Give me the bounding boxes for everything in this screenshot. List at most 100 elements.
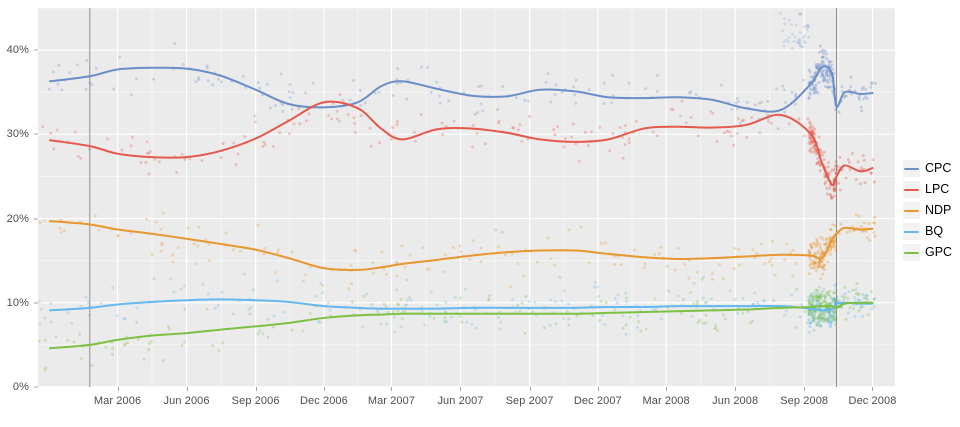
- poll-point: [728, 130, 732, 134]
- poll-point: [599, 241, 603, 245]
- poll-point: [815, 65, 819, 69]
- poll-point: [303, 273, 307, 277]
- poll-point: [687, 276, 691, 280]
- poll-point: [39, 308, 43, 312]
- poll-point: [813, 312, 817, 316]
- poll-point: [814, 288, 818, 292]
- poll-point: [828, 186, 832, 190]
- poll-point: [817, 295, 821, 299]
- poll-point: [349, 263, 353, 267]
- poll-point: [266, 335, 270, 339]
- poll-point: [616, 293, 620, 297]
- poll-point: [196, 244, 200, 248]
- poll-point: [825, 73, 829, 77]
- poll-point: [811, 125, 815, 129]
- poll-point: [565, 309, 569, 313]
- poll-point: [809, 292, 813, 296]
- poll-point: [812, 143, 816, 147]
- poll-point: [406, 78, 410, 82]
- poll-point: [807, 95, 811, 99]
- poll-point: [770, 239, 774, 243]
- poll-point: [811, 132, 815, 136]
- poll-point: [412, 130, 416, 134]
- trend-line-ndp[interactable]: [49, 220, 874, 272]
- poll-point: [812, 91, 816, 95]
- poll-point: [807, 318, 811, 322]
- poll-point: [148, 342, 152, 346]
- poll-point: [807, 141, 811, 145]
- poll-point: [872, 230, 876, 234]
- poll-point: [389, 137, 393, 141]
- poll-point: [192, 242, 196, 246]
- poll-point: [808, 87, 812, 91]
- poll-point: [865, 96, 869, 100]
- poll-point: [818, 163, 822, 167]
- poll-point: [869, 171, 873, 175]
- legend-item-bq[interactable]: BQ: [903, 221, 960, 242]
- poll-point: [157, 160, 161, 164]
- poll-point: [676, 294, 680, 298]
- poll-point: [288, 132, 292, 136]
- poll-point: [523, 331, 527, 335]
- poll-point: [809, 147, 813, 151]
- poll-point: [321, 284, 325, 288]
- legend-item-ndp[interactable]: NDP: [903, 200, 960, 221]
- poll-point: [621, 314, 625, 318]
- poll-point: [832, 186, 836, 190]
- poll-point: [826, 318, 830, 322]
- poll-point: [704, 321, 708, 325]
- poll-point: [816, 295, 820, 299]
- poll-point: [822, 317, 826, 321]
- poll-point: [186, 226, 190, 230]
- poll-point: [639, 329, 643, 333]
- poll-point: [807, 134, 811, 138]
- poll-point: [857, 214, 861, 218]
- trend-line-gpc[interactable]: [49, 301, 874, 350]
- x-tick-label: Mar 2007: [367, 395, 416, 407]
- y-tick-mark: [34, 133, 38, 135]
- poll-point: [603, 241, 607, 245]
- poll-point: [811, 299, 815, 303]
- poll-point: [352, 78, 356, 82]
- poll-point: [522, 274, 526, 278]
- poll-point: [810, 261, 814, 265]
- poll-point: [810, 246, 814, 250]
- legend-item-lpc[interactable]: LPC: [903, 179, 960, 200]
- poll-point: [806, 22, 810, 26]
- poll-point: [426, 65, 430, 69]
- trend-line-bq[interactable]: [49, 298, 874, 312]
- x-tick-label: Sep 2008: [780, 395, 829, 407]
- poll-point: [689, 115, 693, 119]
- poll-point: [562, 317, 566, 321]
- poll-point: [599, 300, 603, 304]
- poll-point: [136, 338, 140, 342]
- poll-point: [338, 119, 342, 123]
- poll-point: [368, 126, 372, 130]
- poll-point: [817, 160, 821, 164]
- poll-point: [377, 90, 381, 94]
- poll-point: [815, 322, 819, 326]
- poll-point: [813, 251, 817, 255]
- poll-point: [441, 132, 445, 136]
- poll-point: [826, 291, 830, 295]
- poll-point: [802, 36, 806, 40]
- trend-line-lpc[interactable]: [49, 100, 874, 187]
- poll-point: [463, 287, 467, 291]
- poll-point: [828, 77, 832, 81]
- poll-point: [820, 290, 824, 294]
- poll-point: [824, 243, 828, 247]
- poll-point: [808, 149, 812, 153]
- plot-panel: [38, 8, 895, 387]
- trend-line-cpc[interactable]: [49, 65, 874, 113]
- poll-point: [391, 310, 395, 314]
- poll-point: [824, 52, 828, 56]
- poll-point: [833, 310, 837, 314]
- poll-point: [721, 277, 725, 281]
- legend-item-gpc[interactable]: GPC: [903, 242, 960, 263]
- poll-point: [44, 366, 48, 370]
- legend-item-cpc[interactable]: CPC: [903, 158, 960, 179]
- poll-point: [819, 251, 823, 255]
- poll-point: [395, 274, 399, 278]
- poll-point: [637, 320, 641, 324]
